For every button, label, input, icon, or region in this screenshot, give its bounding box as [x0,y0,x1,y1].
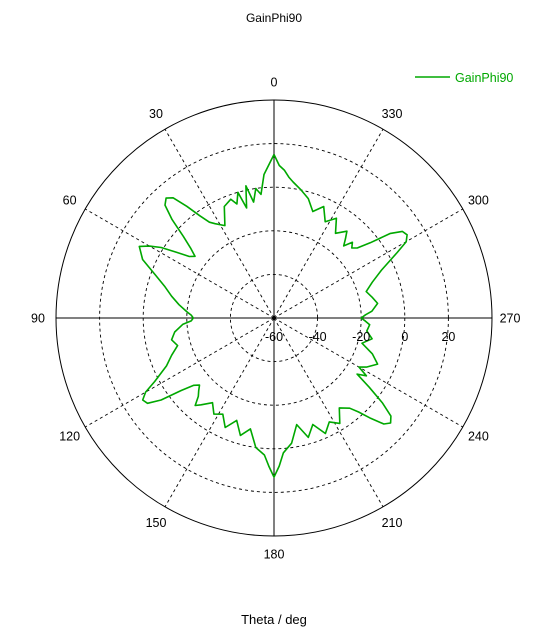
angle-tick-label: 90 [31,312,45,326]
x-axis-label: Theta / deg [241,612,307,627]
grid-spoke [273,317,384,508]
angle-tick-label: 0 [271,76,278,90]
grid-spoke [273,128,384,319]
angle-tick-label: 120 [59,430,80,444]
legend: GainPhi90 [415,71,513,85]
radial-tick-label: -40 [309,330,327,344]
radial-tick-label: 20 [441,330,455,344]
grid-spoke [164,317,275,508]
angle-tick-label: 300 [468,194,489,208]
angle-tick-label: 210 [382,516,403,530]
radial-tick-label: -20 [352,330,370,344]
grid-spoke [164,128,275,319]
angle-tick-label: 60 [63,194,77,208]
angle-tick-label: 150 [146,516,167,530]
angle-tick-label: 240 [468,430,489,444]
grid-spoke [273,317,464,428]
radial-tick-label: 0 [401,330,408,344]
angle-tick-label: 30 [149,107,163,121]
legend-label: GainPhi90 [455,71,513,85]
grid-spoke [84,317,275,428]
chart-title: GainPhi90 [246,11,302,25]
polar-grid [55,99,493,537]
radial-tick-label: -60 [265,330,283,344]
grid-spoke [84,208,275,319]
angle-tick-label: 330 [382,107,403,121]
radial-tick-labels: -60 -40 -20 0 20 [265,330,455,344]
series-layer [138,154,408,478]
angle-tick-label: 180 [264,548,285,562]
angle-tick-labels: 0 30 60 90 120 150 180 210 240 270 300 330 [31,76,520,562]
grid-spoke [273,208,464,319]
angle-tick-label: 270 [500,312,521,326]
series-line [138,154,408,478]
